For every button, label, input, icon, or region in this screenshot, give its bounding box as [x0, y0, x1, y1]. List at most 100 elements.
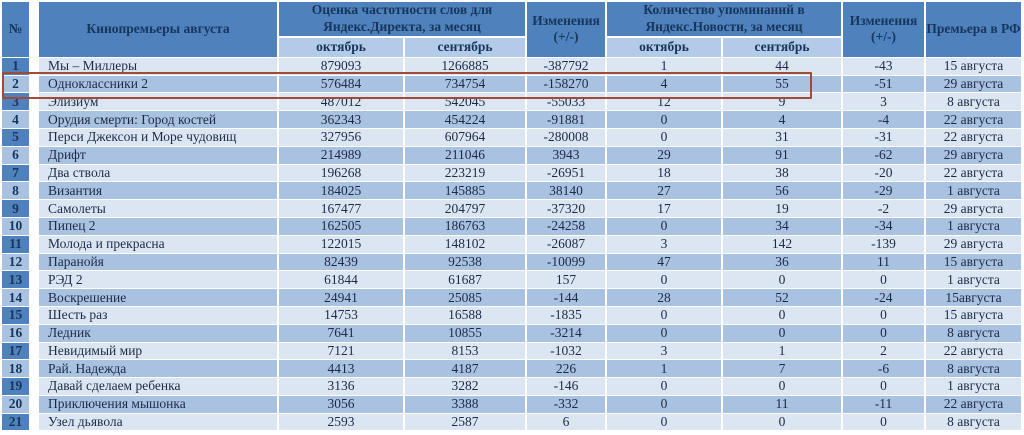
cell-news-october: 1 — [607, 57, 724, 76]
cell-news-october: 47 — [607, 253, 724, 272]
cell-news-change: -51 — [843, 75, 927, 94]
cell-row-number: 19 — [2, 378, 31, 396]
cell-news-september: 4 — [723, 111, 844, 129]
cell-news-october: 0 — [607, 111, 724, 129]
cell-premiere-date: 15 августа — [926, 306, 1024, 325]
column-spacer — [31, 342, 39, 361]
cell-premiere-date: 8 августа — [926, 324, 1024, 343]
cell-news-october: 3 — [607, 342, 724, 361]
cell-premiere-date: 15 августа — [926, 253, 1024, 272]
header-premiere: Премьера в РФ — [926, 2, 1024, 58]
cell-direct-change: -1032 — [527, 342, 608, 361]
cell-news-change: 0 — [843, 413, 927, 432]
cell-premiere-date: 8 августа — [926, 413, 1024, 432]
cell-row-number: 11 — [2, 235, 31, 254]
cell-news-change: 0 — [843, 324, 927, 343]
cell-movie-title: Рай. Надежда — [39, 360, 279, 379]
cell-news-september: 0 — [723, 306, 844, 325]
cell-direct-change: -24258 — [527, 217, 608, 236]
cell-direct-october: 4413 — [279, 360, 405, 379]
cell-premiere-date: 1 августа — [926, 182, 1024, 201]
cell-direct-change: -280008 — [527, 128, 608, 147]
cell-row-number: 15 — [2, 306, 31, 325]
cell-news-change: 2 — [843, 342, 927, 361]
cell-news-september: 31 — [723, 128, 844, 147]
cell-movie-title: Ледник — [39, 324, 279, 343]
column-spacer — [31, 128, 39, 147]
cell-direct-change: 157 — [527, 271, 608, 290]
cell-direct-october: 879093 — [279, 57, 405, 76]
cell-premiere-date: 22 августа — [926, 128, 1024, 147]
cell-direct-change: 3943 — [527, 146, 608, 165]
cell-news-september: 1 — [723, 342, 844, 361]
cell-direct-october: 3056 — [279, 395, 405, 414]
cell-direct-october: 327956 — [279, 128, 405, 147]
cell-direct-october: 7641 — [279, 324, 405, 343]
subheader-direct-october: октябрь — [279, 37, 405, 58]
cell-direct-october: 362343 — [279, 111, 405, 129]
cell-movie-title: РЭД 2 — [39, 271, 279, 290]
column-spacer — [31, 2, 39, 58]
table-row: 13 РЭД 2 61844 61687 157 0 0 0 1 августа — [2, 271, 1024, 290]
cell-premiere-date: 8 августа — [926, 360, 1024, 379]
cell-row-number: 17 — [2, 342, 31, 361]
cell-premiere-date: 8 августа — [926, 93, 1024, 112]
header-news-changes: Изменения (+/-) — [843, 2, 927, 58]
table-row: 4 Орудия смерти: Город костей 362343 454… — [2, 111, 1024, 129]
header-news-group: Количество упоминаний в Яндекс.Новости, … — [607, 2, 844, 38]
column-spacer — [31, 324, 39, 343]
cell-news-september: 19 — [723, 200, 844, 218]
cell-news-change: -31 — [843, 128, 927, 147]
cell-news-october: 18 — [607, 164, 724, 183]
cell-row-number: 16 — [2, 324, 31, 343]
cell-direct-october: 184025 — [279, 182, 405, 201]
cell-direct-september: 223219 — [405, 164, 528, 183]
cell-row-number: 21 — [2, 413, 31, 432]
cell-news-october: 1 — [607, 360, 724, 379]
header-num: № — [2, 2, 31, 58]
cell-news-september: 11 — [723, 395, 844, 414]
column-spacer — [31, 57, 39, 76]
cell-movie-title: Давай сделаем ребенка — [39, 378, 279, 396]
cell-movie-title: Мы – Миллеры — [39, 57, 279, 76]
cell-direct-september: 148102 — [405, 235, 528, 254]
cell-row-number: 8 — [2, 182, 31, 201]
cell-news-october: 3 — [607, 235, 724, 254]
cell-direct-september: 3388 — [405, 395, 528, 414]
cell-news-october: 0 — [607, 306, 724, 325]
cell-direct-change: -332 — [527, 395, 608, 414]
cell-direct-september: 10855 — [405, 324, 528, 343]
cell-direct-september: 92538 — [405, 253, 528, 272]
cell-row-number: 4 — [2, 111, 31, 129]
cell-premiere-date: 29 августа — [926, 75, 1024, 94]
column-spacer — [31, 378, 39, 396]
cell-row-number: 5 — [2, 128, 31, 147]
column-spacer — [31, 164, 39, 183]
column-spacer — [31, 217, 39, 236]
cell-premiere-date: 15 августа — [926, 57, 1024, 76]
cell-news-change: 11 — [843, 253, 927, 272]
cell-movie-title: Два ствола — [39, 164, 279, 183]
cell-row-number: 14 — [2, 289, 31, 307]
cell-news-october: 12 — [607, 93, 724, 112]
cell-direct-october: 167477 — [279, 200, 405, 218]
cell-news-change: 0 — [843, 306, 927, 325]
column-spacer — [31, 271, 39, 290]
cell-direct-change: -158270 — [527, 75, 608, 94]
cell-news-october: 0 — [607, 217, 724, 236]
cell-movie-title: Дрифт — [39, 146, 279, 165]
cell-news-september: 91 — [723, 146, 844, 165]
cell-news-change: -6 — [843, 360, 927, 379]
cell-direct-september: 211046 — [405, 146, 528, 165]
table-row: 1 Мы – Миллеры 879093 1266885 -387792 1 … — [2, 57, 1024, 76]
table-row: 5 Перси Джексон и Море чудовищ 327956 60… — [2, 128, 1024, 147]
cell-direct-change: 6 — [527, 413, 608, 432]
cell-premiere-date: 29 августа — [926, 146, 1024, 165]
table-row: 19 Давай сделаем ребенка 3136 3282 -146 … — [2, 378, 1024, 396]
cell-direct-october: 3136 — [279, 378, 405, 396]
cell-direct-change: -55033 — [527, 93, 608, 112]
cell-movie-title: Одноклассники 2 — [39, 75, 279, 94]
cell-movie-title: Приключения мышонка — [39, 395, 279, 414]
